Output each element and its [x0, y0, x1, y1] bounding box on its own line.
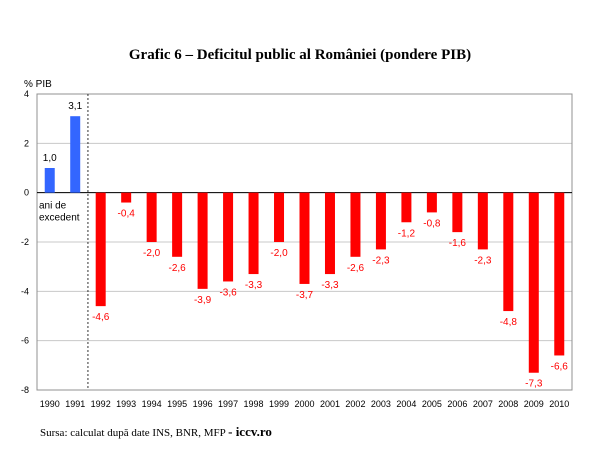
y-tick-label: -2 — [21, 237, 29, 247]
data-label: -2,3 — [372, 255, 390, 266]
bar-1998 — [248, 192, 259, 275]
x-tick-label: 2001 — [320, 399, 340, 409]
y-tick-label: 4 — [24, 89, 29, 99]
x-tick-label: 1995 — [167, 399, 187, 409]
bar-1995 — [172, 192, 183, 257]
x-tick-label: 1998 — [244, 399, 264, 409]
data-label: -3,7 — [296, 290, 314, 301]
bar-1999 — [274, 192, 285, 242]
source-brand: - iccv.ro — [228, 424, 272, 439]
data-label: 3,1 — [68, 101, 82, 112]
x-tick-label: 2008 — [498, 399, 518, 409]
bar-2006 — [452, 192, 463, 233]
bar-2008 — [503, 192, 514, 312]
y-tick-label: 2 — [24, 138, 29, 148]
y-tick-label: -6 — [21, 336, 29, 346]
chart-title: Grafic 6 – Deficitul public al României … — [128, 47, 472, 63]
x-tick-label: 2000 — [294, 399, 314, 409]
bar-1990 — [44, 168, 55, 193]
data-label: -7,3 — [525, 379, 543, 390]
x-tick-label: 2010 — [549, 399, 569, 409]
bar-2003 — [375, 192, 386, 250]
y-tick-label: -4 — [21, 286, 29, 296]
data-label: -2,0 — [143, 248, 161, 259]
data-label: -3,6 — [219, 287, 237, 298]
annotation-line-1: ani de — [39, 201, 67, 212]
data-label: -0,8 — [423, 218, 441, 229]
data-label: -3,3 — [321, 280, 339, 291]
data-label: -2,6 — [347, 263, 365, 274]
data-label: -1,2 — [398, 228, 416, 239]
x-tick-label: 2007 — [473, 399, 493, 409]
bar-1991 — [70, 116, 81, 193]
plot-frame — [36, 93, 573, 391]
x-tick-label: 2009 — [524, 399, 544, 409]
data-label: -0,4 — [118, 209, 136, 220]
x-tick-label: 1991 — [65, 399, 85, 409]
bar-1997 — [223, 192, 234, 282]
bar-1996 — [197, 192, 208, 289]
x-tick-label: 2006 — [447, 399, 467, 409]
bar-1992 — [95, 192, 106, 307]
bar-2004 — [401, 192, 412, 223]
bar-1994 — [146, 192, 157, 242]
data-label: 1,0 — [43, 153, 57, 164]
bar-2002 — [350, 192, 361, 257]
source-note: Sursa: calculat după date INS, BNR, MFP … — [40, 424, 272, 440]
bar-2007 — [477, 192, 488, 250]
data-label: -4,8 — [500, 317, 518, 328]
data-label: -3,3 — [245, 280, 263, 291]
bar-1993 — [121, 192, 132, 203]
x-tick-label: 1997 — [218, 399, 238, 409]
bar-2010 — [554, 192, 565, 356]
source-text: Sursa: calculat după date INS, BNR, MFP — [40, 427, 226, 439]
data-label: -1,6 — [449, 238, 467, 249]
y-tick-label: 0 — [24, 188, 29, 198]
bar-2005 — [426, 192, 437, 213]
x-tick-label: 2004 — [396, 399, 416, 409]
data-label: -4,6 — [92, 312, 110, 323]
x-tick-label: 1992 — [91, 399, 111, 409]
x-tick-label: 1993 — [116, 399, 136, 409]
x-tick-label: 1994 — [142, 399, 162, 409]
x-tick-label: 1999 — [269, 399, 289, 409]
x-tick-label: 2002 — [345, 399, 365, 409]
data-label: -2,0 — [270, 248, 288, 259]
y-tick-label: -8 — [21, 385, 29, 395]
data-label: -2,3 — [474, 255, 492, 266]
x-tick-label: 1990 — [40, 399, 60, 409]
bar-2009 — [528, 192, 539, 373]
x-tick-label: 1996 — [193, 399, 213, 409]
y-axis-label: % PIB — [24, 79, 52, 90]
bar-2001 — [324, 192, 335, 275]
data-label: -2,6 — [169, 263, 187, 274]
annotation-line-2: excedent — [39, 213, 80, 224]
bar-2000 — [299, 192, 310, 284]
data-label: -3,9 — [194, 295, 212, 306]
x-tick-label: 2003 — [371, 399, 391, 409]
x-tick-label: 2005 — [422, 399, 442, 409]
data-label: -6,6 — [551, 361, 569, 372]
